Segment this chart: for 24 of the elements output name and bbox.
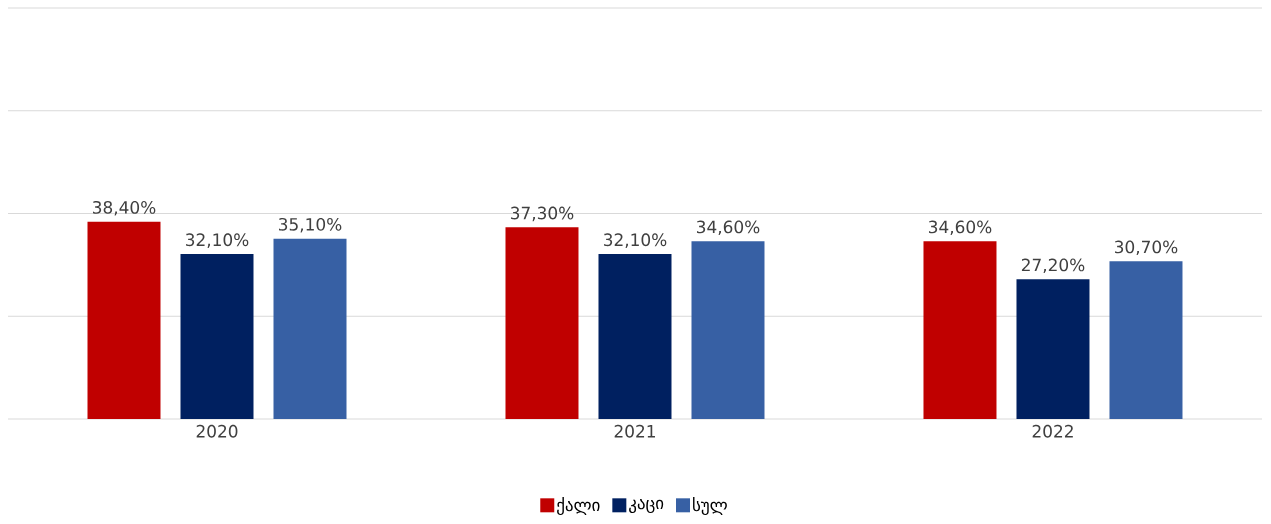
data-label: 38,40%	[93, 200, 156, 216]
data-label: 37,30%	[511, 206, 574, 222]
bar	[598, 254, 672, 419]
legend-label: კაცი	[629, 499, 664, 514]
x-tick-label: 2021	[614, 424, 655, 438]
bar	[87, 221, 161, 419]
bar	[923, 241, 997, 419]
data-label: 30,70%	[1114, 240, 1178, 256]
data-label: 27,20%	[1021, 258, 1085, 274]
data-label: 35,10%	[279, 217, 342, 233]
x-tick-label: 2022	[1032, 424, 1073, 438]
x-tick-label: 2020	[196, 424, 238, 438]
bar	[273, 238, 347, 419]
legend-label: სულ	[693, 497, 727, 516]
data-label: 34,60%	[928, 220, 992, 236]
data-label: 34,60%	[697, 220, 760, 236]
data-label: 32,10%	[186, 233, 249, 248]
bar	[505, 227, 579, 419]
bar	[1109, 261, 1183, 419]
bar	[180, 254, 254, 419]
bar	[691, 241, 765, 419]
data-label: 32,10%	[604, 233, 667, 248]
bar	[1016, 279, 1090, 419]
legend-label: ქალი	[557, 497, 600, 516]
